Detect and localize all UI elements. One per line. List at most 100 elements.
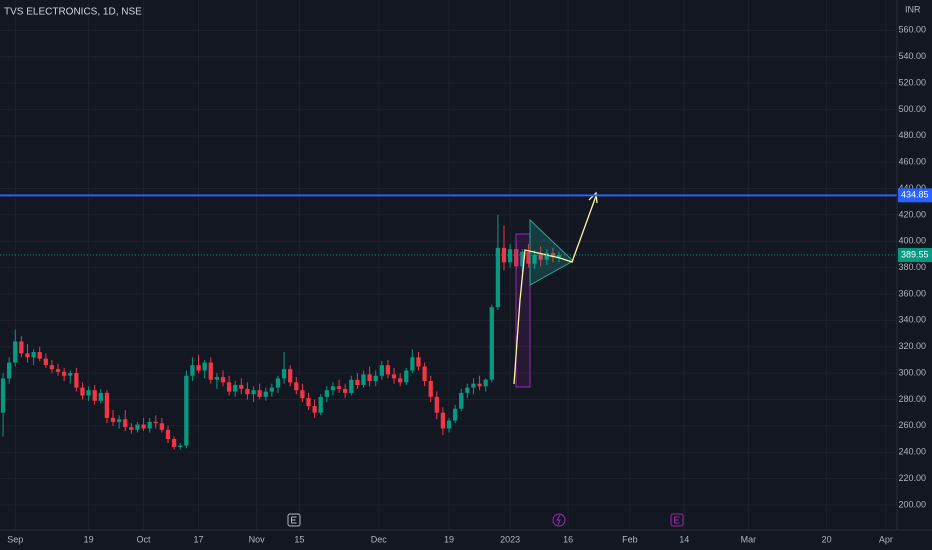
candle-body: [68, 373, 73, 376]
earnings-icon[interactable]: [287, 513, 301, 527]
candle-body: [245, 388, 250, 395]
candle-body: [257, 390, 262, 397]
candle-body: [544, 253, 549, 260]
y-tick-label: 240.00: [898, 447, 926, 457]
candle-body: [141, 424, 146, 429]
candle-body: [361, 374, 366, 385]
candle-body: [343, 388, 348, 393]
x-tick-label: Mar: [741, 534, 757, 544]
candle-body: [349, 379, 354, 393]
candle-body: [49, 365, 55, 370]
candle-body: [13, 341, 18, 363]
candle-body: [446, 420, 452, 429]
y-tick-label: 280.00: [898, 394, 926, 404]
price-label: 434.85: [901, 190, 929, 200]
candle-body: [92, 390, 97, 401]
y-tick-label: 220.00: [898, 473, 926, 483]
candle-body: [110, 417, 116, 422]
candle-body: [275, 378, 281, 388]
x-tick-label: Apr: [879, 534, 893, 544]
y-tick-label: 420.00: [898, 209, 926, 219]
candle-body: [147, 421, 152, 429]
currency-label: INR: [905, 4, 921, 14]
y-tick-label: 200.00: [898, 499, 926, 509]
candle-body: [62, 371, 67, 376]
candle-body: [318, 396, 323, 413]
candle-body: [520, 251, 525, 267]
x-tick-label: 2023: [500, 534, 520, 544]
candle-body: [239, 384, 244, 389]
y-tick-label: 500.00: [898, 104, 926, 114]
candle-body: [80, 387, 85, 396]
candle-body: [25, 353, 30, 358]
candle-body: [37, 352, 42, 359]
overlay: [0, 194, 897, 256]
x-tick-label: Dec: [371, 534, 388, 544]
candle-body: [385, 365, 391, 375]
x-tick-label: 14: [679, 534, 689, 544]
candle-body: [281, 369, 287, 379]
candle-body: [471, 383, 476, 388]
y-tick-label: 480.00: [898, 130, 926, 140]
candle-body: [428, 381, 433, 397]
y-tick-label: 440.00: [898, 183, 926, 193]
y-tick-label: 260.00: [898, 420, 926, 430]
candle-body: [330, 386, 336, 391]
last-price-bg: [898, 248, 932, 263]
x-tick-label: 19: [444, 534, 454, 544]
rectangle-drawing: [515, 233, 531, 388]
x-tick-label: Feb: [622, 534, 638, 544]
candle-body: [233, 384, 238, 392]
candle-body: [495, 247, 501, 308]
price-label-bg: [898, 188, 932, 203]
candle-body: [55, 369, 61, 372]
candle-body: [391, 374, 397, 379]
candle-body: [31, 352, 36, 358]
candle-body: [0, 378, 6, 413]
split-icon[interactable]: [552, 513, 566, 527]
candle-body: [153, 421, 158, 424]
candle-body: [135, 424, 140, 430]
y-tick-label: 400.00: [898, 236, 926, 246]
candle-body: [43, 358, 48, 366]
candle-body: [434, 396, 439, 413]
candle-body: [306, 398, 311, 407]
candle-body: [526, 251, 531, 264]
candle-body: [263, 391, 268, 397]
grid: [0, 0, 897, 530]
y-tick-label: 360.00: [898, 288, 926, 298]
pennant-drawing: [529, 218, 574, 286]
candle-body: [336, 386, 342, 389]
earnings-icon-glyph: [674, 516, 680, 524]
candles: [0, 214, 562, 450]
candle-body: [171, 439, 177, 447]
candle-body: [269, 387, 274, 392]
x-tick-label: 19: [84, 534, 94, 544]
candle-body: [98, 392, 103, 401]
candle-body: [184, 375, 189, 446]
earnings-icon[interactable]: [670, 513, 684, 527]
candle-body: [556, 255, 562, 258]
candle-body: [129, 427, 134, 430]
candle-body: [367, 374, 372, 382]
arrow-head: [588, 191, 598, 204]
candle-body: [104, 392, 110, 418]
candle-body: [294, 382, 299, 391]
candle-body: [251, 390, 256, 395]
candle-body: [410, 357, 415, 371]
y-tick-label: 380.00: [898, 262, 926, 272]
candle-body: [208, 362, 213, 380]
x-tick-label: Nov: [249, 534, 266, 544]
candle-body: [477, 383, 482, 387]
earnings-icon-glyph: [291, 516, 297, 524]
candle-body: [416, 357, 421, 367]
x-tick-label: 20: [822, 534, 832, 544]
last-price-label: 389.55: [901, 249, 929, 259]
y-tick-label: 320.00: [898, 341, 926, 351]
candle-body: [312, 406, 317, 413]
candle-body: [440, 412, 446, 429]
x-tick-label: Oct: [137, 534, 152, 544]
candle-body: [452, 408, 458, 421]
candle-body: [196, 365, 201, 371]
